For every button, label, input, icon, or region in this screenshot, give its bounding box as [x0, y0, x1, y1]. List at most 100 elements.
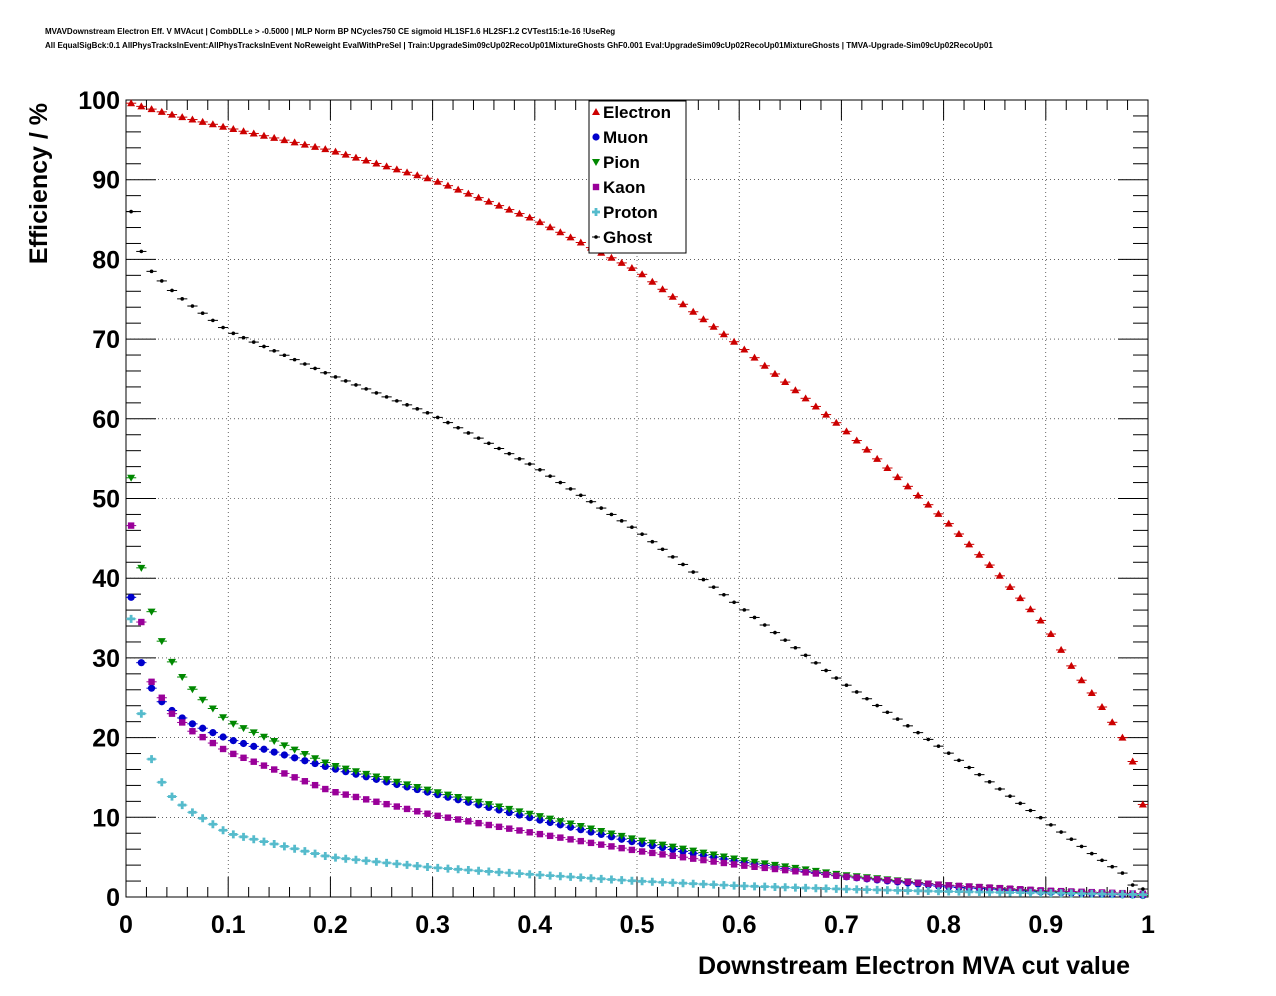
point-proton — [822, 884, 831, 893]
point-electron — [770, 369, 779, 377]
point-proton — [495, 868, 504, 877]
point-kaon — [965, 883, 973, 890]
point-electron — [290, 138, 299, 146]
point-ghost — [650, 539, 655, 544]
point-kaon — [424, 810, 431, 817]
point-kaon — [383, 800, 390, 808]
point-ghost — [875, 703, 879, 708]
point-muon — [250, 742, 258, 750]
point-ghost — [967, 765, 971, 770]
point-kaon — [914, 879, 922, 887]
point-muon — [219, 733, 227, 741]
point-muon — [260, 745, 268, 753]
point-pion — [587, 825, 596, 833]
point-proton — [1036, 888, 1045, 897]
point-kaon — [168, 710, 176, 717]
x-tick-label: 0.3 — [415, 911, 450, 939]
point-kaon — [771, 865, 779, 873]
point-electron — [903, 482, 912, 490]
point-ghost — [558, 480, 563, 485]
point-proton — [1098, 889, 1107, 898]
point-proton — [730, 881, 739, 890]
point-electron — [954, 529, 963, 537]
point-pion — [392, 778, 401, 786]
point-electron — [321, 145, 330, 153]
legend-marker — [592, 208, 600, 217]
point-ghost — [987, 780, 992, 784]
point-kaon — [700, 856, 707, 864]
point-pion — [668, 843, 677, 851]
point-pion — [678, 845, 687, 853]
point-electron — [658, 285, 667, 293]
point-proton — [382, 858, 391, 867]
point-kaon — [649, 849, 656, 857]
point-kaon — [281, 770, 288, 777]
point-ghost — [670, 555, 675, 559]
point-ghost — [364, 387, 368, 391]
point-ghost — [834, 676, 839, 680]
point-proton — [249, 835, 258, 844]
point-pion — [730, 855, 739, 863]
point-proton — [1016, 888, 1025, 897]
point-muon — [301, 757, 309, 765]
point-kaon — [250, 758, 257, 765]
point-ghost — [946, 751, 951, 755]
point-electron — [495, 201, 504, 209]
legend-marker — [592, 159, 600, 166]
point-proton — [801, 883, 810, 892]
point-proton — [709, 880, 718, 889]
point-ghost — [211, 318, 215, 323]
point-kaon — [465, 818, 472, 825]
point-electron — [576, 238, 585, 246]
point-ghost — [343, 379, 348, 383]
point-pion — [290, 746, 299, 754]
point-proton — [331, 853, 340, 862]
point-pion — [137, 564, 146, 572]
point-proton — [985, 888, 994, 897]
point-kaon — [730, 861, 738, 868]
point-kaon — [638, 848, 646, 855]
point-kaon — [710, 858, 717, 865]
point-kaon — [546, 832, 554, 840]
point-kaon — [690, 855, 697, 862]
point-kaon — [342, 791, 349, 798]
point-ghost — [589, 499, 593, 504]
point-ghost — [854, 690, 859, 694]
point-proton — [1026, 888, 1035, 897]
point-ghost — [762, 623, 767, 627]
point-electron — [566, 233, 575, 241]
point-proton — [127, 614, 136, 623]
point-ghost — [139, 249, 144, 254]
point-proton — [157, 778, 166, 787]
point-ghost — [895, 717, 900, 721]
point-proton — [372, 857, 381, 866]
point-ghost — [1079, 844, 1084, 849]
point-electron — [1057, 645, 1066, 653]
point-proton — [454, 865, 463, 874]
point-ghost — [977, 772, 982, 777]
point-kaon — [761, 864, 768, 872]
point-electron — [678, 300, 687, 308]
point-ghost — [722, 592, 726, 597]
point-proton — [270, 839, 279, 848]
point-electron — [985, 561, 994, 569]
point-kaon — [322, 785, 329, 793]
point-proton — [259, 837, 268, 846]
point-pion — [597, 827, 606, 835]
point-proton — [648, 877, 657, 886]
point-ghost — [732, 600, 736, 605]
point-pion — [362, 770, 371, 778]
point-kaon — [209, 739, 217, 747]
point-ghost — [998, 787, 1002, 791]
x-tick-label: 0.8 — [926, 911, 961, 939]
point-proton — [576, 873, 585, 882]
point-kaon — [557, 834, 564, 841]
point-pion — [433, 789, 442, 797]
point-electron — [300, 140, 309, 148]
point-kaon — [669, 852, 676, 859]
point-electron — [811, 402, 820, 410]
point-ghost — [1018, 801, 1023, 806]
point-electron — [1077, 676, 1086, 684]
point-proton — [760, 882, 769, 891]
point-electron — [852, 436, 861, 444]
